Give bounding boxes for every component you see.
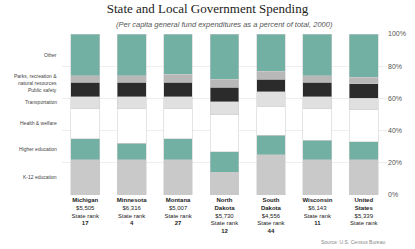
svg-text:SouthDakota$4,556State rank44: SouthDakota$4,556State rank44 xyxy=(257,197,285,234)
svg-text:Montana$5,007State rank27: Montana$5,007State rank27 xyxy=(164,197,192,226)
svg-text:0%: 0% xyxy=(388,191,398,198)
svg-text:60%: 60% xyxy=(388,95,402,102)
svg-text:State and Local Government Spe: State and Local Government Spending xyxy=(107,1,309,16)
svg-text:Higher education: Higher education xyxy=(19,146,57,152)
svg-text:Transportation: Transportation xyxy=(25,99,57,105)
svg-text:80%: 80% xyxy=(388,63,402,70)
svg-text:K-12 education: K-12 education xyxy=(23,174,57,180)
svg-text:Minnesota$6,316State rank4: Minnesota$6,316State rank4 xyxy=(117,197,147,226)
svg-text:Health & welfare: Health & welfare xyxy=(20,120,57,126)
svg-text:Other: Other xyxy=(44,52,57,58)
svg-text:(Per capita general fund expen: (Per capita general fund expenditures as… xyxy=(116,20,333,29)
svg-text:100%: 100% xyxy=(388,30,406,37)
svg-text:Public safety: Public safety xyxy=(28,87,57,93)
svg-text:UnitedStates$5,339State rank: UnitedStates$5,339State rank xyxy=(350,197,378,226)
svg-text:Source: U.S. Census Bureau: Source: U.S. Census Bureau xyxy=(321,239,385,245)
svg-text:Wisconsin$6,143State rank11: Wisconsin$6,143State rank11 xyxy=(302,197,332,226)
svg-text:NorthDakota$5,730State rank12: NorthDakota$5,730State rank12 xyxy=(211,197,239,234)
svg-text:20%: 20% xyxy=(388,159,402,166)
svg-text:40%: 40% xyxy=(388,127,402,134)
svg-text:Parks, recreation &natural res: Parks, recreation &natural resources xyxy=(14,73,57,86)
svg-text:Michigan$5,505State rank17: Michigan$5,505State rank17 xyxy=(72,197,100,226)
